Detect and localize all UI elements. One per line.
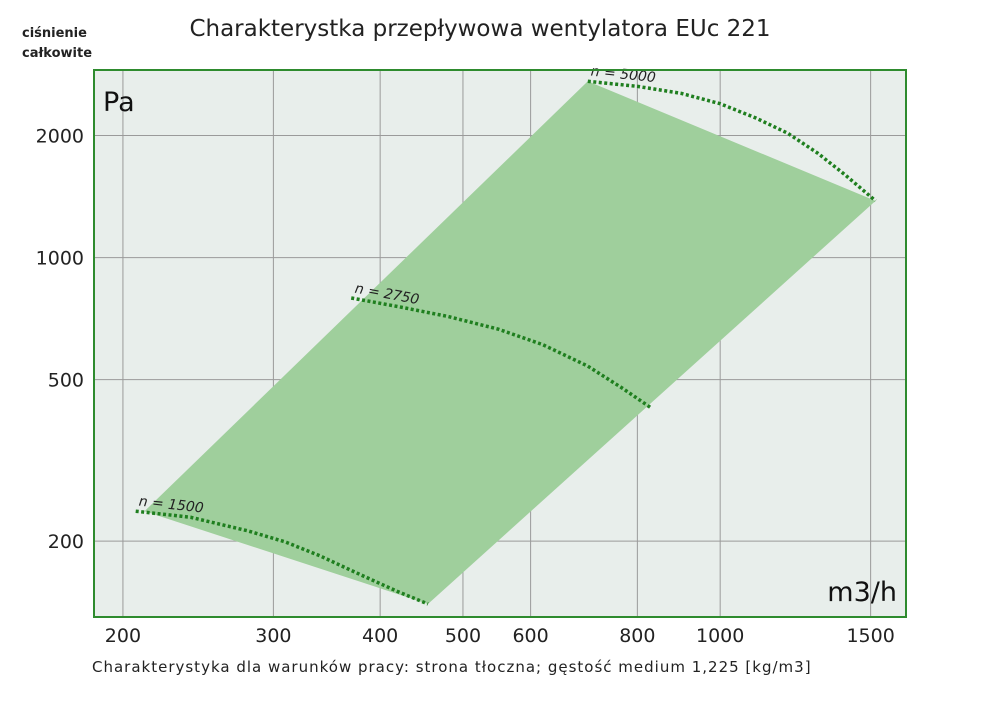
y-tick-label: 1000 bbox=[36, 248, 84, 270]
y-tick-label: 200 bbox=[48, 531, 84, 553]
x-tick-label: 800 bbox=[619, 625, 655, 647]
x-tick-label: 1500 bbox=[846, 625, 894, 647]
speed-curve-2 bbox=[350, 296, 653, 410]
operating-region bbox=[144, 81, 876, 604]
x-tick-label: 500 bbox=[445, 625, 481, 647]
footer-note: Charakterystyka dla warunków pracy: stro… bbox=[92, 658, 812, 676]
y-tick-labels: 200 500 1000 2000 bbox=[36, 125, 84, 553]
x-tick-label: 300 bbox=[255, 625, 291, 647]
x-tick-labels: 200 300 400 500 600 800 1000 1500 bbox=[105, 625, 895, 647]
x-tick-label: 1000 bbox=[696, 625, 744, 647]
y-tick-label: 500 bbox=[48, 370, 84, 392]
chart-title: Charakterystka przepływowa wentylatora E… bbox=[189, 16, 771, 42]
x-unit-label: m3/h bbox=[827, 577, 897, 608]
y-axis-title-line-1: ciśnienie bbox=[22, 26, 87, 41]
speed-curve-3 bbox=[587, 79, 877, 203]
y-axis-title: ciśnienie całkowite bbox=[22, 24, 92, 64]
plot-frame bbox=[93, 69, 907, 618]
y-tick-label: 2000 bbox=[36, 125, 84, 147]
speed-curve-label: n = 1500 bbox=[138, 494, 205, 517]
y-unit-label: Pa bbox=[103, 87, 135, 118]
speed-curves bbox=[135, 79, 877, 606]
x-tick-label: 600 bbox=[512, 625, 548, 647]
speed-curve-1 bbox=[135, 509, 429, 606]
x-tick-label: 200 bbox=[105, 625, 141, 647]
y-axis-title-line-2: całkowite bbox=[22, 46, 93, 61]
x-tick-label: 400 bbox=[362, 625, 398, 647]
